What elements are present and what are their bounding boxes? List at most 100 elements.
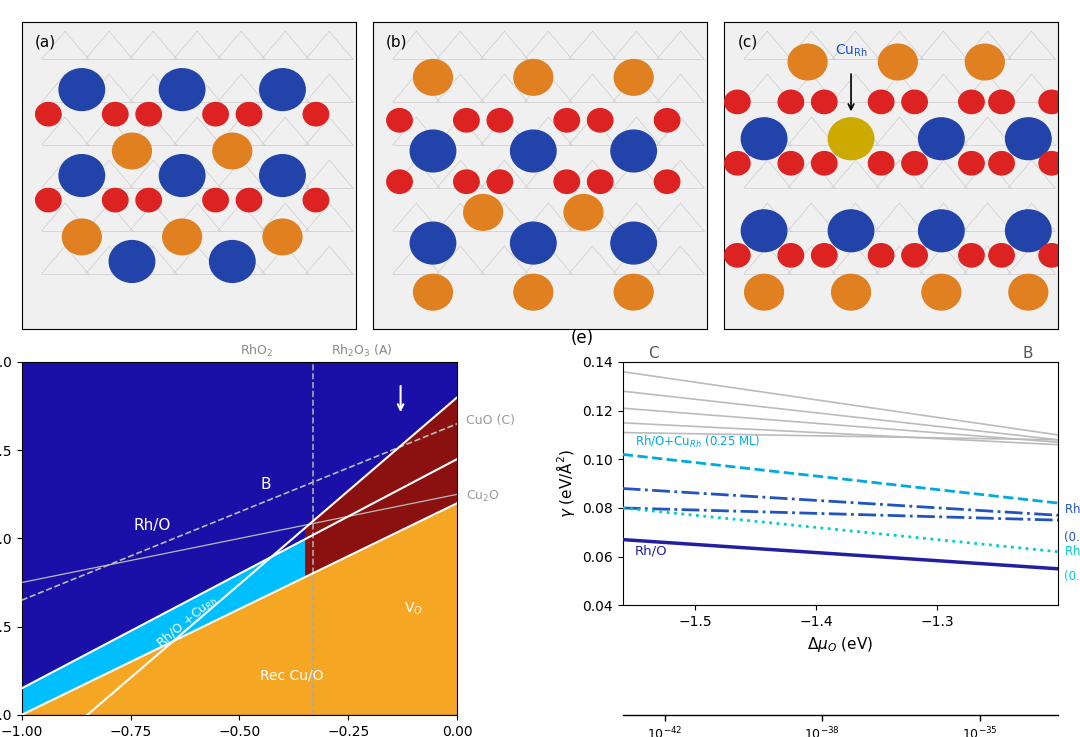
Circle shape — [103, 102, 127, 126]
Circle shape — [136, 102, 161, 126]
Circle shape — [259, 69, 306, 111]
Circle shape — [778, 152, 804, 175]
Circle shape — [410, 222, 456, 264]
Circle shape — [778, 90, 804, 113]
Text: V$_O$: V$_O$ — [404, 601, 423, 617]
Circle shape — [511, 222, 556, 264]
Circle shape — [237, 102, 261, 126]
Text: Rec Cu/O: Rec Cu/O — [260, 668, 323, 682]
Circle shape — [868, 90, 894, 113]
Circle shape — [615, 274, 653, 310]
Circle shape — [989, 90, 1014, 113]
Circle shape — [414, 60, 453, 95]
Circle shape — [514, 274, 553, 310]
Circle shape — [454, 170, 480, 193]
Circle shape — [868, 152, 894, 175]
Circle shape — [919, 210, 964, 251]
Circle shape — [902, 90, 928, 113]
Circle shape — [210, 240, 255, 282]
Text: Rh/O: Rh/O — [134, 517, 171, 533]
Circle shape — [959, 90, 984, 113]
Circle shape — [828, 118, 874, 160]
Circle shape — [410, 130, 456, 172]
Text: (0.25 ML): (0.25 ML) — [1065, 531, 1080, 544]
Circle shape — [136, 189, 161, 212]
Circle shape — [487, 108, 513, 132]
Circle shape — [959, 244, 984, 267]
Circle shape — [36, 102, 62, 126]
Circle shape — [59, 69, 105, 111]
Circle shape — [259, 155, 306, 197]
Circle shape — [611, 222, 657, 264]
Circle shape — [1005, 118, 1051, 160]
Circle shape — [1039, 152, 1065, 175]
Text: Rh/O+Cu$_{Rh}$+V$_O$: Rh/O+Cu$_{Rh}$+V$_O$ — [1065, 503, 1080, 518]
Circle shape — [959, 152, 984, 175]
Circle shape — [811, 90, 837, 113]
Circle shape — [264, 219, 302, 255]
Text: B: B — [260, 477, 271, 492]
Circle shape — [588, 108, 613, 132]
Circle shape — [1039, 90, 1065, 113]
Text: (a): (a) — [35, 35, 56, 49]
Circle shape — [922, 274, 961, 310]
Text: CuO (C): CuO (C) — [465, 413, 515, 427]
Text: Rh/O+Cu$_{Rh}$: Rh/O+Cu$_{Rh}$ — [1065, 544, 1080, 560]
Circle shape — [554, 108, 580, 132]
Circle shape — [554, 170, 580, 193]
Circle shape — [811, 152, 837, 175]
Circle shape — [725, 152, 750, 175]
Circle shape — [414, 274, 453, 310]
Circle shape — [514, 60, 553, 95]
Circle shape — [564, 195, 603, 230]
Circle shape — [387, 108, 413, 132]
Text: (b): (b) — [387, 35, 407, 49]
Circle shape — [654, 108, 679, 132]
Circle shape — [213, 133, 252, 169]
Circle shape — [303, 102, 328, 126]
Text: Cu$_\mathregular{Rh}$: Cu$_\mathregular{Rh}$ — [835, 43, 867, 59]
Circle shape — [237, 189, 261, 212]
Text: Rh$_2$O$_3$ (A): Rh$_2$O$_3$ (A) — [330, 343, 392, 359]
Circle shape — [615, 60, 653, 95]
Circle shape — [1039, 244, 1065, 267]
Circle shape — [811, 244, 837, 267]
Circle shape — [203, 102, 228, 126]
Circle shape — [741, 210, 787, 251]
Circle shape — [868, 244, 894, 267]
Circle shape — [725, 244, 750, 267]
Circle shape — [303, 189, 328, 212]
Text: Rh/O: Rh/O — [635, 545, 667, 557]
Text: Rh/O+Cu$_{Rh}$ (0.25 ML): Rh/O+Cu$_{Rh}$ (0.25 ML) — [635, 433, 760, 450]
Circle shape — [387, 170, 413, 193]
Circle shape — [103, 189, 127, 212]
Text: (c): (c) — [738, 35, 757, 49]
Circle shape — [463, 195, 502, 230]
Circle shape — [163, 219, 202, 255]
Circle shape — [878, 44, 917, 80]
Circle shape — [741, 118, 787, 160]
Circle shape — [966, 44, 1004, 80]
Circle shape — [109, 240, 154, 282]
Circle shape — [160, 69, 205, 111]
Text: Cu$_2$O: Cu$_2$O — [465, 489, 500, 503]
Circle shape — [828, 210, 874, 251]
Circle shape — [63, 219, 102, 255]
Circle shape — [654, 170, 679, 193]
Circle shape — [487, 170, 513, 193]
Circle shape — [919, 118, 964, 160]
Circle shape — [611, 130, 657, 172]
Circle shape — [511, 130, 556, 172]
Circle shape — [112, 133, 151, 169]
Circle shape — [725, 90, 750, 113]
Text: (0.11 ML): (0.11 ML) — [1065, 570, 1080, 583]
Circle shape — [160, 155, 205, 197]
Circle shape — [902, 152, 928, 175]
Circle shape — [902, 244, 928, 267]
Circle shape — [832, 274, 870, 310]
Circle shape — [203, 189, 228, 212]
Text: Rh/O +Cu$_{Rh}$: Rh/O +Cu$_{Rh}$ — [153, 592, 221, 652]
Circle shape — [588, 170, 613, 193]
Circle shape — [454, 108, 480, 132]
X-axis label: $\Delta\mu_O$ (eV): $\Delta\mu_O$ (eV) — [808, 635, 874, 654]
